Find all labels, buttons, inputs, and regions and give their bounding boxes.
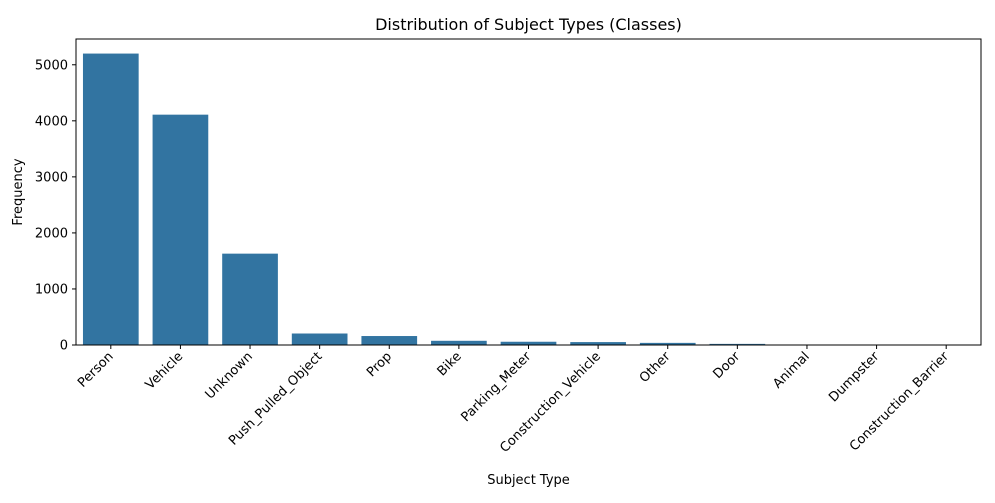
bar-unknown (222, 253, 278, 345)
y-tick-label: 0 (60, 339, 68, 354)
bar-push-pulled-object (291, 333, 348, 345)
bar-prop (361, 336, 418, 345)
bars-group (82, 53, 975, 346)
y-tick-label: 2000 (35, 226, 68, 241)
chart-title: Distribution of Subject Types (Classes) (375, 15, 682, 34)
y-tick-label: 5000 (35, 58, 68, 73)
y-tick-label: 4000 (35, 114, 68, 129)
plot-frame (75, 38, 982, 346)
y-axis: 0 1000 2000 3000 4000 5000 (35, 58, 76, 354)
bar-vehicle (152, 114, 209, 346)
bar-bike (431, 340, 487, 345)
bar-door (709, 343, 766, 345)
bar-construction-vehicle (570, 342, 626, 345)
x-axis-label: Subject Type (487, 473, 570, 488)
y-tick-label: 3000 (35, 170, 68, 185)
bar-parking-meter (500, 341, 557, 345)
y-axis-label: Frequency (11, 158, 26, 225)
y-tick-label: 1000 (35, 282, 68, 297)
bar-other (639, 342, 696, 345)
bar-person (82, 53, 139, 345)
